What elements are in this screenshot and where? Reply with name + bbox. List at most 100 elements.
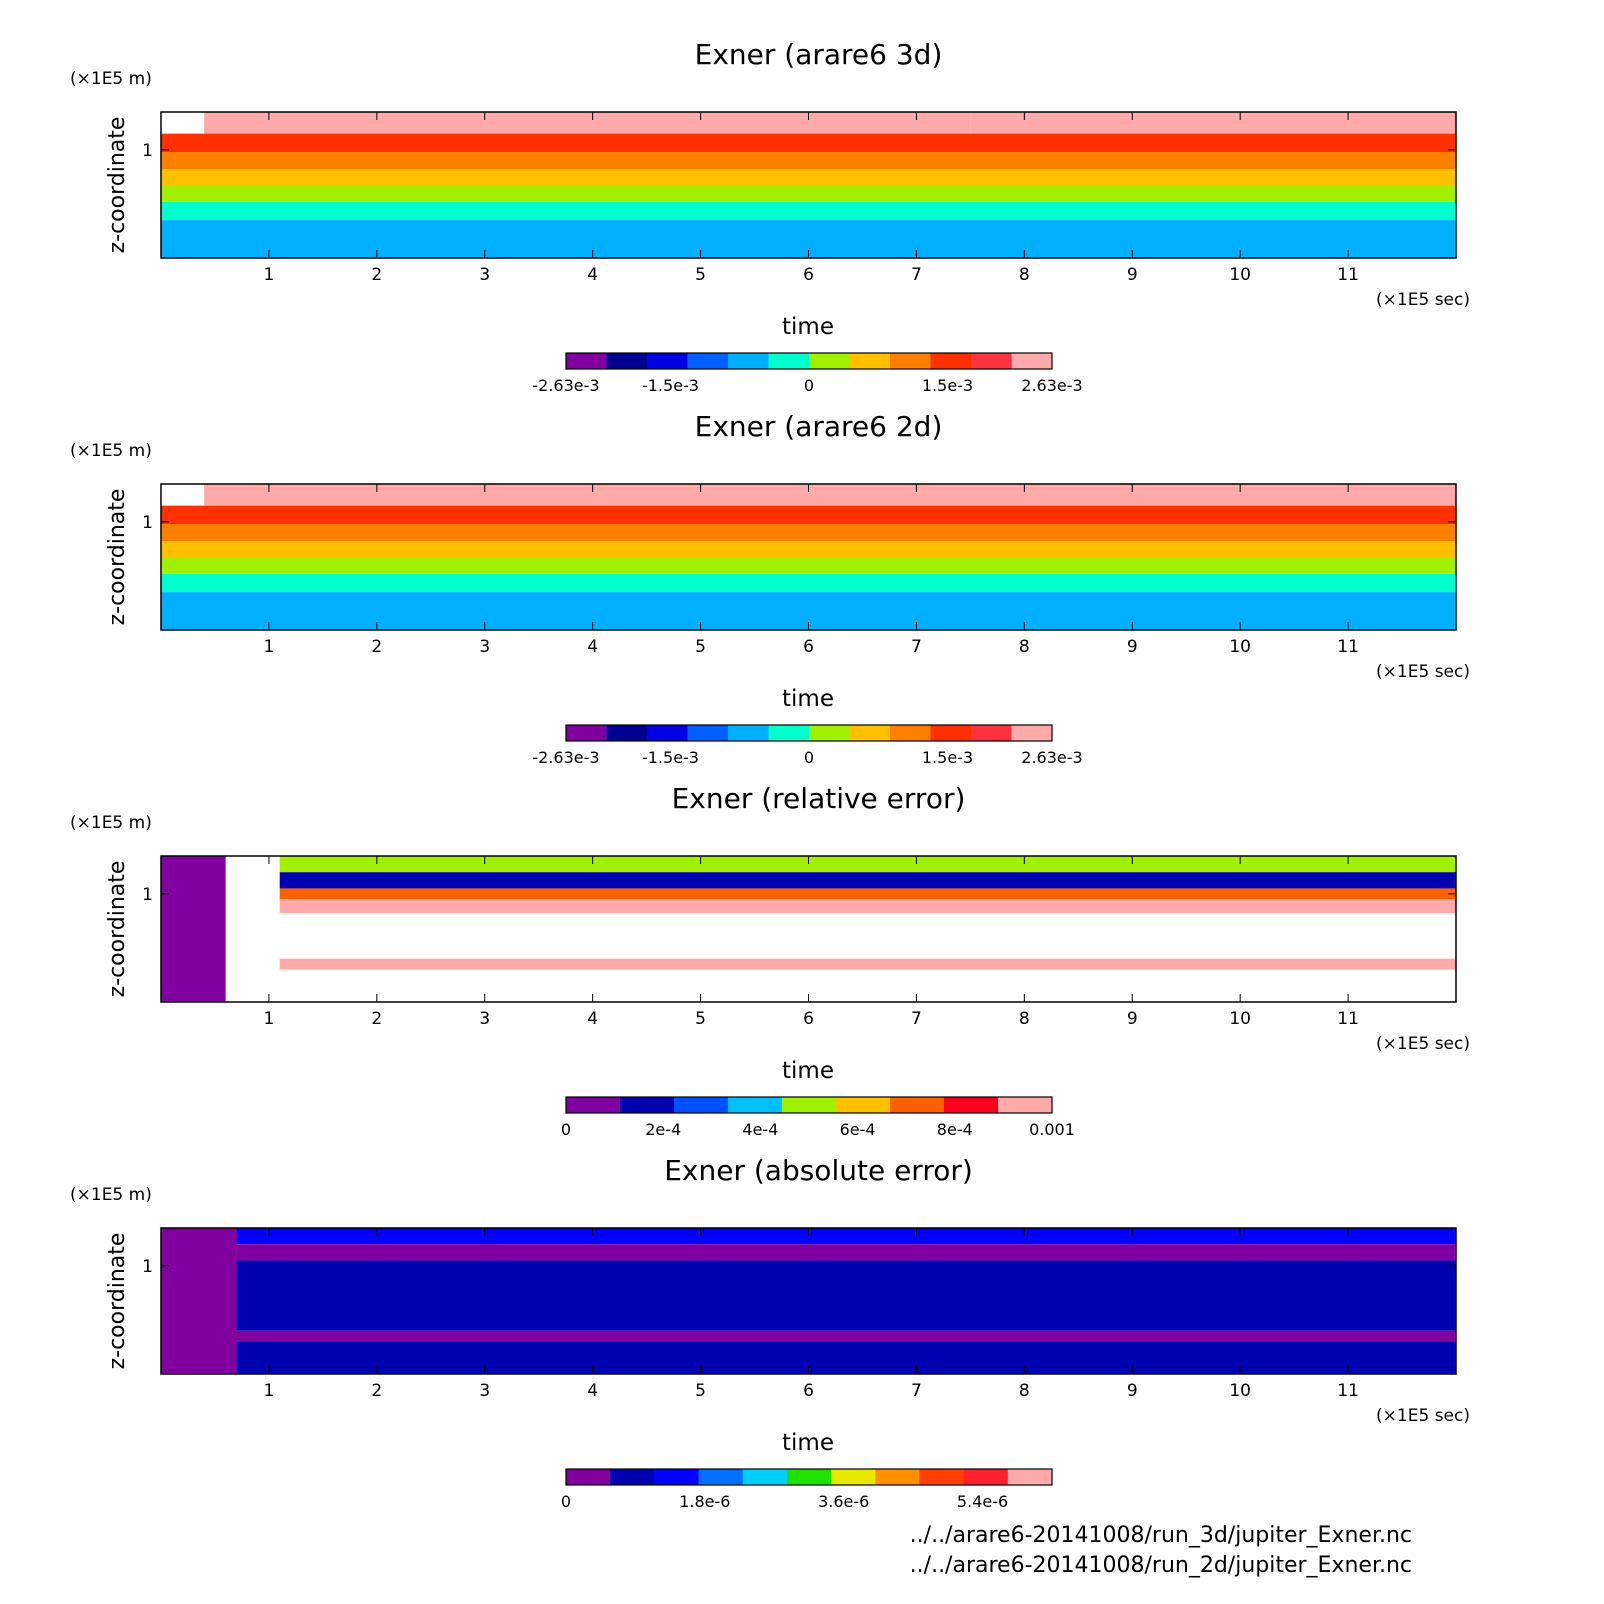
- x-tick-label: 10: [1229, 1009, 1251, 1029]
- heatmap-band: [279, 899, 1456, 914]
- x-tick-label: 6: [803, 265, 814, 285]
- y-tick-label: 1: [142, 885, 153, 905]
- colorbar-swatch: [742, 1469, 788, 1485]
- colorbar-swatch: [971, 353, 1012, 369]
- y-axis-label: z-coordinate: [105, 117, 130, 254]
- colorbar-tick-label: 0: [804, 376, 814, 395]
- colorbar-swatch: [1011, 725, 1053, 741]
- colorbar-tick-label: 1.5e-3: [922, 748, 973, 767]
- plot-title: Exner (relative error): [672, 782, 966, 815]
- heatmap-field: [161, 484, 1456, 630]
- panel-1: Exner (arare6 3d) (×1E5 m) z-coordinate 1 2 3…: [70, 38, 1470, 395]
- heatmap-band: [236, 1260, 1456, 1331]
- y-unit-label: (×1E5 m): [70, 1185, 152, 1205]
- x-tick-label: 11: [1337, 1009, 1359, 1029]
- plot-title: Exner (arare6 2d): [695, 410, 943, 443]
- heatmap-band: [161, 169, 1456, 186]
- heatmap-band: [279, 969, 1456, 1002]
- colorbar-tick-label: 0: [561, 1120, 571, 1139]
- x-tick-label: 7: [911, 265, 922, 285]
- x-unit-label: (×1E5 sec): [1376, 290, 1470, 310]
- x-tick-label: 11: [1337, 1381, 1359, 1401]
- source-file-2d: ../../arare6-20141008/run_2d/jupiter_Exn…: [909, 1553, 1412, 1578]
- x-unit-label: (×1E5 sec): [1376, 1034, 1470, 1054]
- x-tick-label: 8: [1019, 637, 1030, 657]
- colorbar-swatch: [809, 725, 850, 741]
- colorbar-tick-label: 5.4e-6: [957, 1492, 1008, 1511]
- heatmap-band: [279, 888, 1456, 900]
- colorbar-tick-label: 2.63e-3: [1021, 376, 1082, 395]
- colorbar-swatch: [610, 1469, 655, 1485]
- heatmap-band: [279, 872, 1456, 889]
- colorbar-swatch: [620, 1097, 675, 1113]
- y-tick-label: 1: [142, 513, 153, 533]
- colorbar-swatch: [809, 353, 850, 369]
- x-tick-label: 10: [1229, 637, 1251, 657]
- colorbar-tick-label: -2.63e-3: [532, 748, 599, 767]
- heatmap-band: [225, 856, 280, 1002]
- heatmap-field: [161, 856, 1456, 1002]
- colorbar-frame: [565, 352, 1053, 370]
- colorbar-swatch: [786, 1469, 832, 1485]
- heatmap-band: [236, 1244, 1456, 1261]
- x-tick-label: 5: [695, 265, 706, 285]
- x-tick-label: 4: [587, 265, 598, 285]
- colorbar-tick-label: 1.5e-3: [922, 376, 973, 395]
- heatmap-band: [236, 1341, 1456, 1374]
- colorbar-swatch: [674, 1097, 729, 1113]
- x-tick-label: 1: [264, 1381, 275, 1401]
- colorbar-tick-label: 0.001: [1029, 1120, 1075, 1139]
- heatmap-band: [161, 856, 226, 1002]
- x-tick-label: 10: [1229, 265, 1251, 285]
- heatmap-band: [161, 557, 1456, 574]
- x-tick-label: 5: [695, 637, 706, 657]
- y-axis-label: z-coordinate: [105, 489, 130, 626]
- x-tick-label: 3: [479, 637, 490, 657]
- heatmap-band: [161, 133, 1456, 153]
- x-tick-label: 2: [371, 265, 382, 285]
- colorbar-swatch: [606, 725, 648, 741]
- panel-3: Exner (relative error) (×1E5 m) z-coordina…: [70, 782, 1470, 1139]
- heatmap-field: [161, 1228, 1456, 1374]
- colorbar-swatch: [875, 1469, 920, 1485]
- heatmap-band: [161, 573, 1456, 593]
- colorbar-tick-label: 0: [804, 748, 814, 767]
- x-tick-label: 1: [264, 265, 275, 285]
- heatmap-band: [279, 958, 1456, 970]
- x-tick-label: 4: [587, 1381, 598, 1401]
- x-tick-label: 3: [479, 1381, 490, 1401]
- heatmap-band: [161, 505, 1456, 525]
- colorbar-swatch: [963, 1469, 1009, 1485]
- colorbar-swatch: [1011, 353, 1053, 369]
- colorbar-swatch: [566, 1097, 621, 1113]
- colorbar-swatch: [836, 1097, 891, 1113]
- x-tick-label: 8: [1019, 265, 1030, 285]
- x-unit-label: (×1E5 sec): [1376, 662, 1470, 682]
- colorbar-tick-label: -1.5e-3: [642, 376, 699, 395]
- x-tick-label: 11: [1337, 637, 1359, 657]
- colorbar-tick-label: 0: [561, 1492, 571, 1511]
- panel-4: Exner (absolute error) (×1E5 m) z-coordina…: [70, 1154, 1470, 1511]
- heatmap-band: [161, 1228, 237, 1374]
- x-tick-label: 2: [371, 637, 382, 657]
- colorbar-tick-label: 3.6e-6: [818, 1492, 869, 1511]
- x-tick-label: 4: [587, 637, 598, 657]
- x-tick-label: 6: [803, 1381, 814, 1401]
- heatmap-field: [161, 112, 1456, 258]
- colorbar-swatch: [890, 1097, 945, 1113]
- colorbar-swatch: [782, 1097, 837, 1113]
- heatmap-band: [161, 201, 1456, 221]
- colorbar-swatch: [998, 1097, 1053, 1113]
- x-tick-label: 10: [1229, 1381, 1251, 1401]
- x-axis-label: time: [782, 1058, 834, 1084]
- x-tick-label: 6: [803, 637, 814, 657]
- colorbar-swatch: [768, 725, 810, 741]
- y-axis-label: z-coordinate: [105, 1233, 130, 1370]
- colorbar-swatch: [768, 353, 810, 369]
- y-axis-label: z-coordinate: [105, 861, 130, 998]
- colorbar-tick-label: 8e-4: [937, 1120, 973, 1139]
- colorbar-frame: [565, 1096, 1053, 1114]
- x-tick-label: 7: [911, 637, 922, 657]
- heatmap-band: [279, 856, 1456, 873]
